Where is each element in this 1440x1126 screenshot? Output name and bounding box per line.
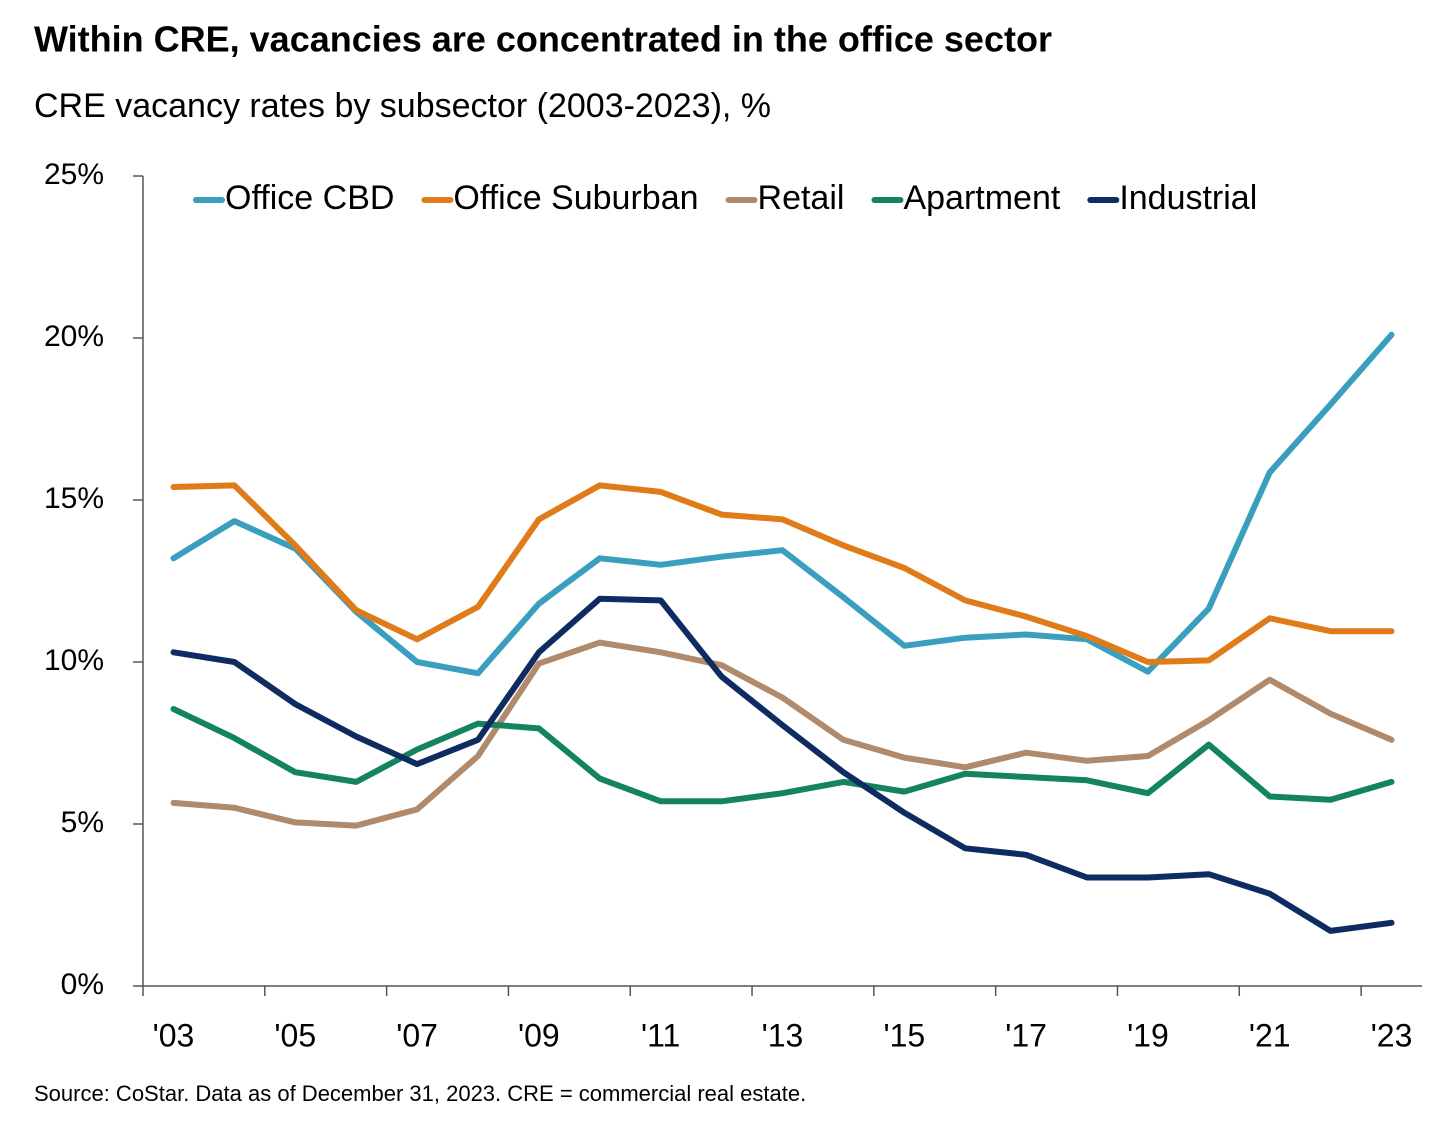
legend-label: Retail <box>758 179 845 217</box>
legend-label: Office Suburban <box>453 179 698 217</box>
x-tick-label: '11 <box>641 1017 680 1053</box>
y-tick-label: 0% <box>61 968 104 1001</box>
y-tick-label: 20% <box>44 320 104 353</box>
x-tick-label: '17 <box>1005 1017 1047 1053</box>
x-tick-label: '23 <box>1371 1017 1413 1053</box>
x-tick-label: '07 <box>396 1017 438 1053</box>
x-tick-label: '13 <box>762 1017 804 1053</box>
y-tick-label: 10% <box>44 644 104 677</box>
series-line <box>170 595 1395 934</box>
x-tick-label: '09 <box>518 1017 560 1053</box>
legend-label: Apartment <box>903 179 1060 217</box>
series-line <box>170 706 1395 805</box>
x-tick-label: '15 <box>883 1017 925 1053</box>
y-tick-label: 25% <box>44 158 104 191</box>
x-tick-label: '21 <box>1249 1017 1291 1053</box>
x-tick-label: '03 <box>153 1017 195 1053</box>
series-line <box>170 639 1395 829</box>
chart-title: Within CRE, vacancies are concentrated i… <box>34 19 1052 60</box>
y-tick-label: 15% <box>44 482 104 515</box>
legend-label: Industrial <box>1119 179 1257 217</box>
x-tick-label: '19 <box>1127 1017 1169 1053</box>
source-note: Source: CoStar. Data as of December 31, … <box>34 1081 806 1106</box>
x-tick-label: '05 <box>274 1017 316 1053</box>
series-line <box>170 482 1395 665</box>
y-tick-label: 5% <box>61 806 104 839</box>
legend-label: Office CBD <box>225 179 394 217</box>
series-line <box>170 331 1395 677</box>
chart-subtitle: CRE vacancy rates by subsector (2003-202… <box>34 87 771 125</box>
